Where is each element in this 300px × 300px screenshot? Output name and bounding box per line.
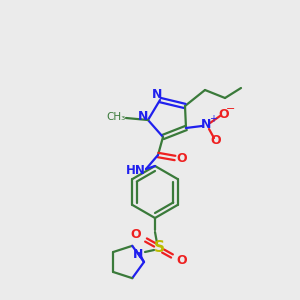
Text: S: S (154, 241, 164, 256)
Text: O: O (211, 134, 221, 146)
Text: O: O (219, 107, 229, 121)
Text: +: + (209, 114, 217, 124)
Text: O: O (131, 229, 141, 242)
Text: CH₃: CH₃ (106, 112, 126, 122)
Text: N: N (138, 110, 148, 124)
Text: −: − (226, 104, 236, 114)
Text: N: N (201, 118, 211, 131)
Text: N: N (152, 88, 162, 101)
Text: O: O (177, 254, 187, 268)
Text: N: N (133, 248, 143, 262)
Text: O: O (177, 152, 187, 164)
Text: HN: HN (126, 164, 146, 176)
